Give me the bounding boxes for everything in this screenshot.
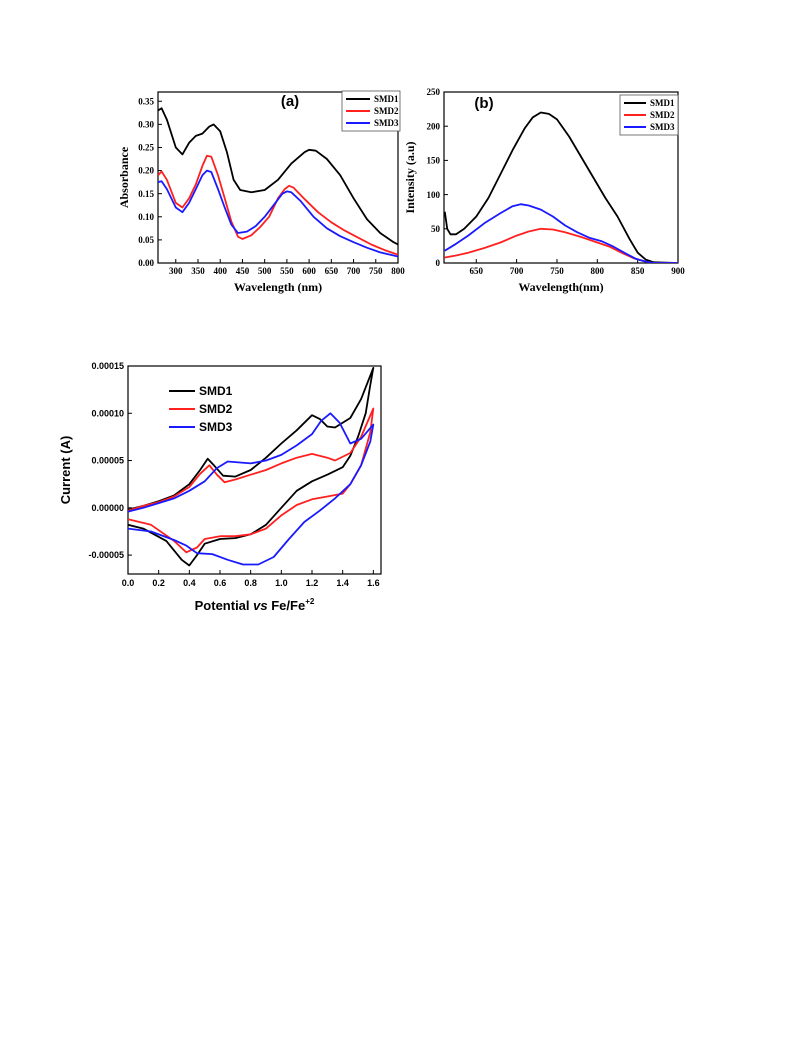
y-tick-label: 0.00005 [91, 456, 124, 466]
x-tick-label: 700 [347, 266, 361, 276]
x-tick-label: 1.4 [336, 578, 349, 588]
x-tick-label: 650 [470, 266, 484, 276]
x-tick-label: 1.6 [367, 578, 380, 588]
x-tick-label: 1.2 [306, 578, 319, 588]
x-tick-label: 900 [671, 266, 685, 276]
x-axis-label: Wavelength (nm) [234, 280, 322, 294]
x-tick-label: 450 [236, 266, 250, 276]
plot-frame [443, 91, 679, 264]
x-tick-label: 350 [191, 266, 205, 276]
y-tick-label: -0.00005 [88, 550, 124, 560]
legend-label-smd1: SMD1 [199, 384, 233, 398]
x-tick-label: 0.2 [152, 578, 165, 588]
y-tick-label: 0.25 [138, 143, 154, 153]
y-axis-label: Current (A) [58, 436, 73, 505]
x-tick-label: 400 [213, 266, 227, 276]
legend-label-smd2: SMD2 [374, 106, 399, 116]
y-tick-label: 0.00015 [91, 361, 124, 371]
x-axis-label-superscript: +2 [305, 597, 315, 606]
y-tick-label: 0.15 [138, 189, 154, 199]
x-tick-label: 750 [369, 266, 383, 276]
absorbance-chart-panel: 300 350 400 450 500 550 600 650 700 750 800 0.00 0.0… [117, 88, 410, 300]
x-tick-label: 800 [591, 266, 605, 276]
y-axis-label: Absorbance [117, 146, 131, 208]
x-tick-label: 500 [258, 266, 272, 276]
series-line-smd1 [128, 367, 375, 567]
x-tick-label: 1.0 [275, 578, 288, 588]
x-tick-label: 0.0 [122, 578, 135, 588]
y-tick-label: 250 [427, 87, 441, 97]
x-tick-label: 600 [302, 266, 316, 276]
x-tick-label: 300 [169, 266, 183, 276]
legend-label-smd3: SMD3 [199, 420, 233, 434]
y-tick-label: 0.00000 [91, 503, 124, 513]
y-tick-label: 0.30 [138, 120, 154, 130]
y-tick-label: 0.20 [138, 166, 154, 176]
series-line-smd3 [158, 169, 398, 258]
x-axis-label: Wavelength(nm) [518, 280, 603, 294]
x-tick-label: 0.8 [244, 578, 257, 588]
y-tick-label: 0.10 [138, 212, 154, 222]
cyclic-voltammetry-chart-panel: 0.0 0.2 0.4 0.6 0.8 1.0 1.2 1.4 1.6 -0.00005 0.000… [58, 358, 388, 620]
x-tick-label: 700 [510, 266, 524, 276]
x-tick-label: 0.6 [214, 578, 227, 588]
y-tick-label: 200 [427, 121, 441, 131]
y-tick-label: 0 [436, 258, 441, 268]
y-tick-label: 0.00 [138, 258, 154, 268]
emission-chart: 650 700 750 800 850 900 0 50 100 150 200 250 (b) SMD1… [403, 87, 685, 294]
absorbance-chart: 300 350 400 450 500 550 600 650 700 750 800 0.00 0.0… [117, 90, 405, 294]
plot-frame [157, 91, 399, 264]
x-tick-label: 650 [325, 266, 339, 276]
x-tick-label: 550 [280, 266, 294, 276]
legend-label-smd2: SMD2 [650, 110, 675, 120]
y-tick-label: 0.05 [138, 235, 154, 245]
series-line-smd3 [128, 412, 375, 566]
y-tick-label: 150 [427, 156, 441, 166]
legend-label-smd3: SMD3 [374, 118, 399, 128]
chart-title: (a) [281, 93, 299, 110]
x-axis-label-middle: Fe/Fe [268, 598, 306, 613]
legend-label-smd1: SMD1 [374, 94, 399, 104]
x-tick-label: 0.4 [183, 578, 196, 588]
x-tick-label: 850 [631, 266, 645, 276]
x-tick-label: 750 [550, 266, 564, 276]
series-line-smd1 [158, 107, 398, 246]
y-tick-label: 50 [431, 224, 441, 234]
series-line-smd2 [158, 154, 398, 256]
x-tick-label: 800 [391, 266, 405, 276]
legend-label-smd3: SMD3 [650, 122, 675, 132]
x-axis-label-prefix: Potential [195, 598, 254, 613]
y-tick-label: 0.00010 [91, 408, 124, 418]
y-tick-label: 0.35 [138, 96, 154, 106]
emission-chart-panel: 650 700 750 800 850 900 0 50 100 150 200 250 (b) SMD1… [403, 87, 685, 300]
series-line-smd3 [444, 203, 678, 263]
y-tick-label: 100 [427, 190, 441, 200]
cyclic-voltammetry-chart: 0.0 0.2 0.4 0.6 0.8 1.0 1.2 1.4 1.6 -0.00005 0.000… [58, 361, 382, 613]
series-line-smd2 [128, 407, 375, 554]
x-axis-label: Potential vs Fe/Fe+2 [195, 597, 315, 613]
legend-label-smd2: SMD2 [199, 402, 233, 416]
series-line-smd1 [444, 111, 678, 263]
chart-title: (b) [474, 95, 493, 112]
legend-label-smd1: SMD1 [650, 98, 675, 108]
plot-frame [127, 365, 382, 575]
y-axis-label: Intensity (a.u) [403, 141, 417, 213]
x-axis-label-italic: vs [253, 598, 267, 613]
